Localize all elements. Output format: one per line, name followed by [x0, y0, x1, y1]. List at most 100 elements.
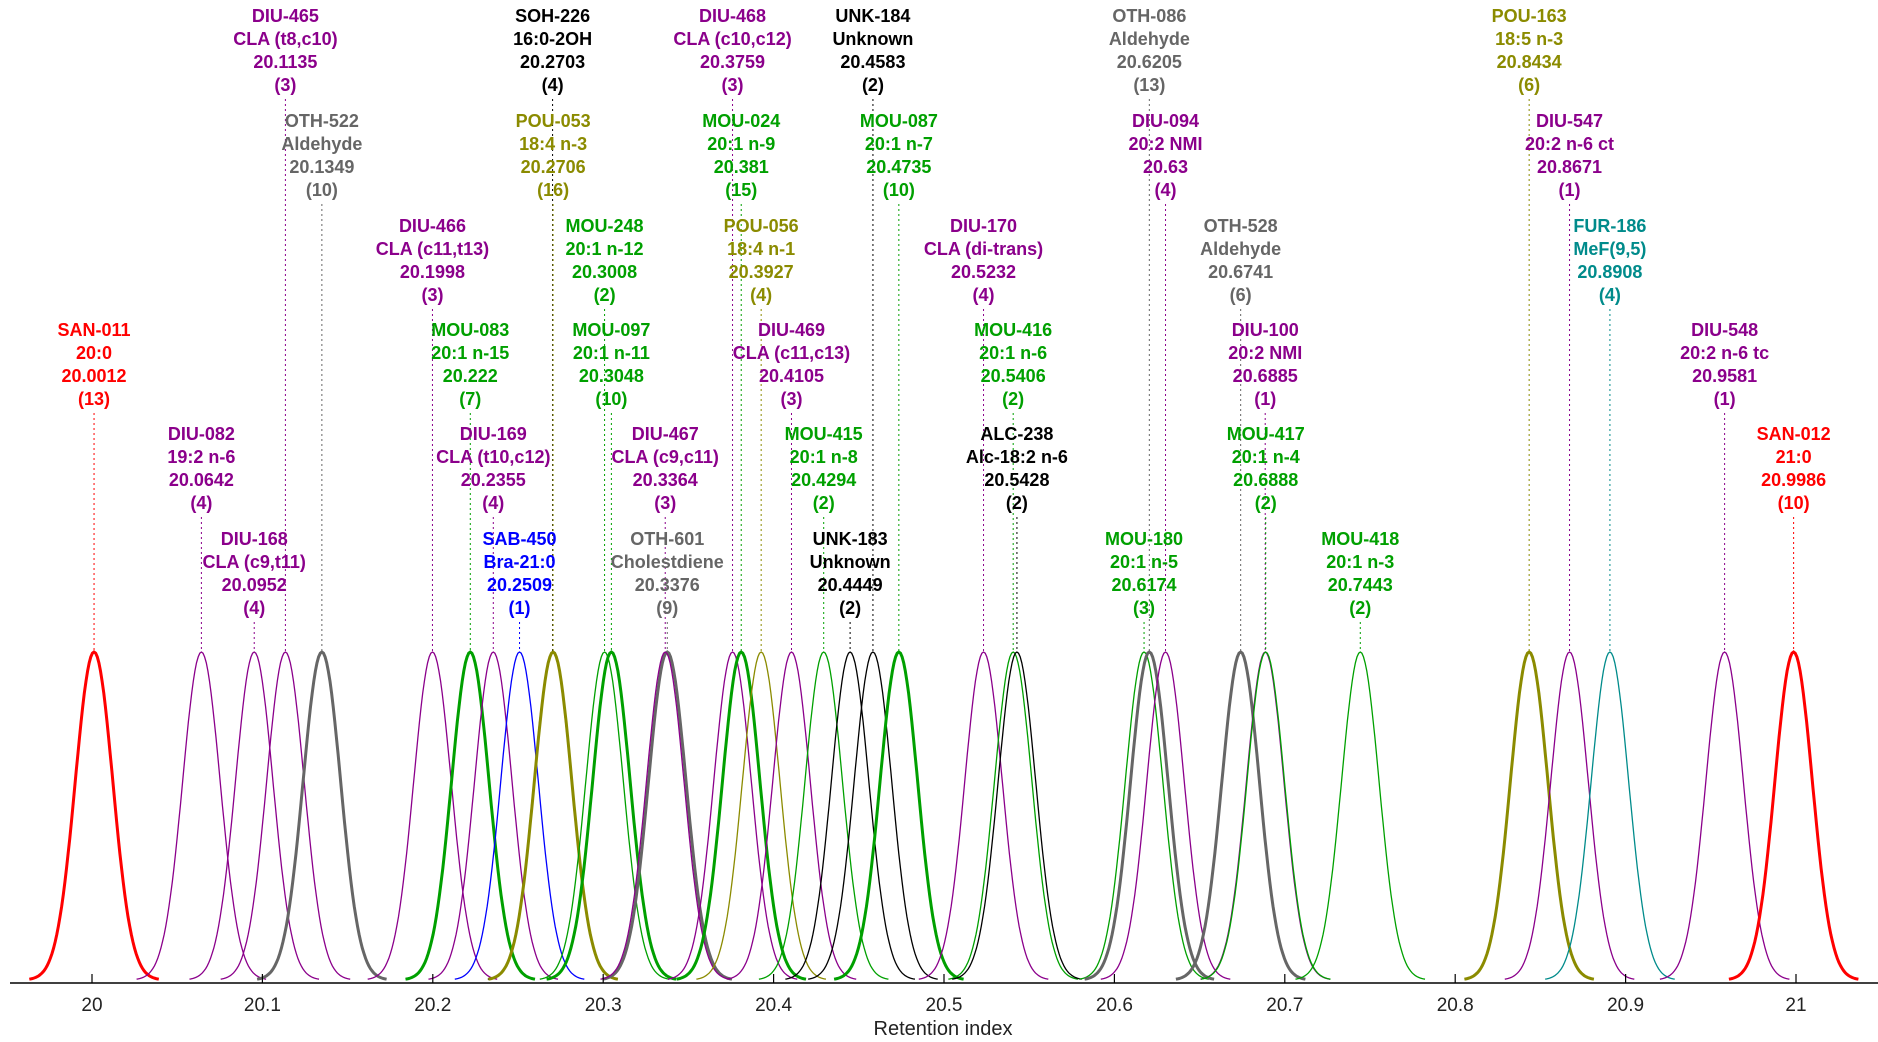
peak-label-count: (3): [421, 285, 443, 305]
peak-label-ri_label: 20.4294: [791, 470, 856, 490]
peak-label-count: (13): [1133, 75, 1165, 95]
peak-label-count: (1): [1254, 389, 1276, 409]
peak-label-ri_label: 20.2703: [520, 52, 585, 72]
peak-label-count: (4): [973, 285, 995, 305]
peak-label-oth-522: OTH-522 Aldehyde 20.1349 (10): [281, 111, 362, 200]
x-tick-label: 20.6: [1096, 995, 1133, 1016]
peak-label-name: 18:4 n-3: [519, 134, 587, 154]
peak-label-name: Cholestdiene: [611, 552, 724, 572]
peak-labels: SAN-011 20:0 20.0012 (13) DIU-082 19:2 n-6 20.…: [58, 6, 1831, 618]
peak-label-code: MOU-248: [566, 216, 644, 236]
peak-curve-diu-168: [189, 651, 320, 980]
peak-label-count: (10): [1778, 493, 1810, 513]
peak-label-count: (4): [542, 75, 564, 95]
x-tick-label: 20.3: [585, 995, 622, 1016]
peak-label-diu-169: DIU-169 CLA (t10,c12) 20.2355 (4): [436, 424, 550, 513]
peak-label-code: DIU-170: [950, 216, 1017, 236]
peak-label-code: OTH-086: [1112, 6, 1186, 26]
x-tick-label: 20.4: [755, 995, 792, 1016]
peak-label-ri_label: 20.5232: [951, 262, 1016, 282]
peak-label-ri_label: 20.2509: [487, 575, 552, 595]
peak-label-san-012: SAN-012 21:0 20.9986 (10): [1757, 424, 1831, 513]
peak-label-ri_label: 20.1998: [400, 262, 465, 282]
peak-label-mou-097: MOU-097 20:1 n-11 20.3048 (10): [572, 320, 650, 409]
peak-label-name: 20:1 n-11: [573, 343, 650, 363]
peak-label-code: DIU-465: [252, 6, 319, 26]
peak-label-code: DIU-467: [632, 424, 699, 444]
peak-label-ri_label: 20.4449: [818, 575, 883, 595]
peak-label-count: (4): [243, 598, 265, 618]
peak-label-name: CLA (c9,t11): [203, 552, 306, 572]
peak-label-oth-086: OTH-086 Aldehyde 20.6205 (13): [1109, 6, 1190, 95]
peak-label-soh-226: SOH-226 16:0-2OH 20.2703 (4): [513, 6, 592, 95]
peak-label-code: OTH-601: [630, 529, 704, 549]
peak-curve-diu-469: [726, 651, 857, 980]
peak-label-code: MOU-180: [1105, 529, 1183, 549]
peak-curve-pou-163: [1464, 650, 1595, 981]
peak-curve-diu-082: [136, 651, 267, 980]
peak-label-ri_label: 20.0012: [62, 366, 127, 386]
peak-label-count: (4): [750, 285, 772, 305]
peak-curve-mou-097: [546, 650, 677, 981]
peak-label-name: 20:1 n-15: [431, 343, 509, 363]
peak-label-code: MOU-097: [572, 320, 650, 340]
peak-curve-mou-248: [539, 651, 670, 980]
peak-label-diu-082: DIU-082 19:2 n-6 20.0642 (4): [167, 424, 235, 513]
peak-label-ri_label: 20.1349: [289, 157, 354, 177]
peak-curve-diu-169: [428, 651, 559, 980]
peak-label-name: Unknown: [810, 552, 891, 572]
peak-label-name: 20:1 n-6: [979, 343, 1047, 363]
peak-label-code: OTH-528: [1204, 216, 1278, 236]
peak-label-ri_label: 20.3927: [729, 262, 794, 282]
peak-label-ri_label: 20.0952: [222, 575, 287, 595]
peak-label-oth-601: OTH-601 Cholestdiene 20.3376 (9): [611, 529, 724, 618]
x-axis-ticks: 20 20.1 20.2 20.3 20.4 20.5 20.6 20.7 20.8 20.9 21: [81, 974, 1807, 1016]
peak-label-code: POU-053: [516, 111, 591, 131]
peak-label-count: (10): [306, 180, 338, 200]
peak-label-sab-450: SAB-450 Bra-21:0 20.2509 (1): [483, 529, 557, 618]
peak-label-name: 19:2 n-6: [167, 447, 235, 467]
peak-label-count: (3): [722, 75, 744, 95]
peak-label-count: (13): [78, 389, 110, 409]
peak-label-name: 20:1 n-9: [707, 134, 775, 154]
peak-label-code: DIU-100: [1232, 320, 1299, 340]
peak-label-ri_label: 20.4735: [866, 157, 931, 177]
peak-label-count: (2): [862, 75, 884, 95]
peak-label-name: CLA (c11,c13): [733, 343, 850, 363]
peak-label-mou-416: MOU-416 20:1 n-6 20.5406 (2): [974, 320, 1052, 409]
peak-label-name: 20:1 n-3: [1326, 552, 1394, 572]
peak-label-diu-468: DIU-468 CLA (c10,c12) 20.3759 (3): [673, 6, 791, 95]
peak-label-diu-467: DIU-467 CLA (c9,c11) 20.3364 (3): [612, 424, 719, 513]
peak-label-oth-528: OTH-528 Aldehyde 20.6741 (6): [1200, 216, 1281, 305]
peak-label-ri_label: 20.7443: [1328, 575, 1393, 595]
peak-label-count: (6): [1518, 75, 1540, 95]
peak-guide-lines: [93, 99, 1795, 652]
peak-label-name: Aldehyde: [281, 134, 362, 154]
peak-label-mou-418: MOU-418 20:1 n-3 20.7443 (2): [1321, 529, 1399, 618]
peak-label-code: MOU-083: [431, 320, 509, 340]
peak-label-count: (4): [482, 493, 504, 513]
peak-label-code: SAN-012: [1757, 424, 1831, 444]
peak-label-count: (3): [654, 493, 676, 513]
peak-curve-diu-466: [367, 651, 498, 980]
peak-label-code: OTH-522: [285, 111, 359, 131]
peak-label-count: (1): [1559, 180, 1581, 200]
peak-label-ri_label: 20.5428: [984, 470, 1049, 490]
peak-label-count: (15): [725, 180, 757, 200]
peak-label-count: (2): [813, 493, 835, 513]
peak-curve-unk-184: [808, 651, 938, 980]
peak-label-ri_label: 20.63: [1143, 157, 1188, 177]
peak-label-diu-466: DIU-466 CLA (c11,t13) 20.1998 (3): [376, 216, 489, 305]
peak-label-name: 20:2 NMI: [1129, 134, 1203, 154]
peak-curve-pou-053: [488, 650, 619, 981]
peak-label-name: Aldehyde: [1109, 29, 1190, 49]
peak-label-code: FUR-186: [1573, 216, 1646, 236]
peak-label-code: MOU-418: [1321, 529, 1399, 549]
peak-label-code: UNK-183: [813, 529, 888, 549]
peak-label-ri_label: 20.3008: [572, 262, 637, 282]
peak-label-code: SAB-450: [483, 529, 557, 549]
peak-curve-oth-086: [1084, 650, 1215, 981]
peak-label-diu-547: DIU-547 20:2 n-6 ct 20.8671 (1): [1525, 111, 1614, 200]
peak-label-name: 20:2 n-6 tc: [1680, 343, 1769, 363]
peak-curve-diu-170: [918, 651, 1049, 980]
